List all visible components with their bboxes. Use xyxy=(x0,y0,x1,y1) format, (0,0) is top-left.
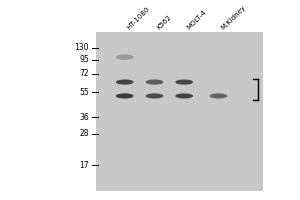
Ellipse shape xyxy=(116,93,134,99)
Text: 28: 28 xyxy=(80,129,89,138)
Ellipse shape xyxy=(146,93,164,99)
Text: K562: K562 xyxy=(156,14,173,31)
Text: 72: 72 xyxy=(80,69,89,78)
Text: HT-1080: HT-1080 xyxy=(126,6,151,31)
Ellipse shape xyxy=(146,79,164,85)
Bar xyxy=(97,32,263,191)
Text: 130: 130 xyxy=(75,43,89,52)
Text: 55: 55 xyxy=(79,88,89,97)
Text: 17: 17 xyxy=(80,161,89,170)
Ellipse shape xyxy=(175,93,193,99)
Ellipse shape xyxy=(116,79,134,85)
Text: 95: 95 xyxy=(79,55,89,64)
Ellipse shape xyxy=(175,79,193,85)
Text: 36: 36 xyxy=(79,113,89,122)
Ellipse shape xyxy=(116,54,134,60)
Text: M.Kidney: M.Kidney xyxy=(220,4,247,31)
Text: MOLT-4: MOLT-4 xyxy=(186,9,207,31)
Ellipse shape xyxy=(209,93,227,99)
